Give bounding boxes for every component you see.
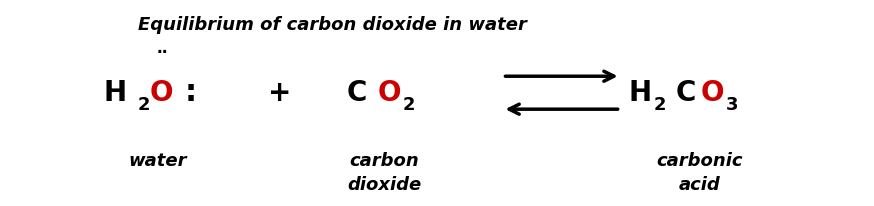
Text: Equilibrium of carbon dioxide in water: Equilibrium of carbon dioxide in water bbox=[138, 16, 526, 34]
Text: H: H bbox=[104, 79, 127, 107]
Text: C: C bbox=[676, 79, 697, 107]
Text: :: : bbox=[184, 78, 197, 107]
Text: carbon: carbon bbox=[350, 152, 420, 170]
Text: +: + bbox=[268, 79, 291, 107]
Text: 2: 2 bbox=[138, 96, 150, 114]
Text: O: O bbox=[701, 79, 724, 107]
Text: water: water bbox=[128, 152, 186, 170]
Text: 3: 3 bbox=[726, 96, 739, 114]
Text: dioxide: dioxide bbox=[348, 176, 421, 194]
Text: 2: 2 bbox=[403, 96, 415, 114]
Text: O: O bbox=[150, 79, 173, 107]
Text: carbonic: carbonic bbox=[656, 152, 742, 170]
Text: C: C bbox=[347, 79, 367, 107]
Text: acid: acid bbox=[678, 176, 720, 194]
Text: ¨: ¨ bbox=[156, 50, 168, 74]
Text: O: O bbox=[378, 79, 400, 107]
Text: 2: 2 bbox=[654, 96, 666, 114]
Text: H: H bbox=[628, 79, 651, 107]
